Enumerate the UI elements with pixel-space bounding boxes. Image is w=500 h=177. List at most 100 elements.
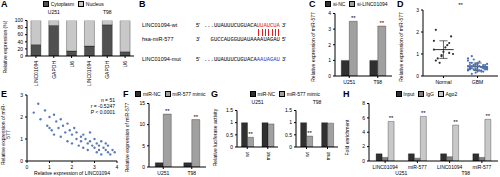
- svg-text:U6: U6: [122, 61, 128, 68]
- html-text:T98: T98: [102, 8, 112, 15]
- html-text:H: H: [343, 89, 350, 99]
- svg-text:**: **: [421, 110, 426, 116]
- svg-text:0.5: 0.5: [226, 132, 233, 138]
- svg-text:60: 60: [17, 31, 23, 37]
- svg-text:0: 0: [20, 53, 23, 59]
- html-text:n = 51: n = 51: [101, 97, 115, 103]
- svg-text:80: 80: [17, 24, 23, 30]
- svg-text:2: 2: [71, 164, 74, 170]
- html-text:E: E: [1, 89, 7, 99]
- svg-text:GAPDH: GAPDH: [51, 61, 57, 79]
- svg-text:1: 1: [48, 164, 51, 170]
- svg-text:1: 1: [416, 51, 419, 57]
- html-text:Relative expression of LINC010: Relative expression of LINC01094: [34, 170, 110, 176]
- svg-text:6: 6: [362, 115, 365, 121]
- html-text:U251: U251: [251, 98, 264, 105]
- svg-text:0: 0: [26, 164, 29, 170]
- html-text:LINC01094-mut: LINC01094-mut: [142, 56, 181, 62]
- svg-text:**: **: [248, 131, 253, 137]
- svg-text:15: 15: [139, 100, 145, 106]
- svg-text:5: 5: [142, 143, 145, 149]
- html-text:P < 0.0001: P < 0.0001: [90, 109, 115, 115]
- svg-text:wt: wt: [244, 151, 250, 157]
- svg-text:3: 3: [328, 26, 331, 32]
- svg-text:2: 2: [416, 29, 419, 35]
- svg-text:miR-577: miR-577: [472, 164, 491, 170]
- html-text:si-NC: si-NC: [333, 1, 346, 7]
- svg-text:40: 40: [17, 39, 23, 45]
- svg-text:U251: U251: [343, 79, 355, 85]
- svg-text:1.5: 1.5: [285, 107, 292, 113]
- html-text:C: C: [309, 0, 316, 9]
- svg-text:3: 3: [20, 92, 23, 98]
- svg-text:Normal: Normal: [435, 79, 451, 85]
- svg-text:LINC01094: LINC01094: [372, 164, 398, 170]
- svg-text:1: 1: [20, 136, 23, 142]
- svg-text:10: 10: [139, 121, 145, 127]
- svg-text:4: 4: [328, 10, 331, 16]
- svg-text:**: **: [379, 20, 384, 26]
- svg-text:**: **: [351, 15, 356, 21]
- html-text:D: D: [397, 0, 404, 9]
- html-text:Cytoplasm: Cytoplasm: [50, 1, 75, 7]
- html-text:si-LINC01094: si-LINC01094: [357, 1, 388, 7]
- html-text:...UUAUUUCUGUACA UUAUCUA 3': ...UUAUUUCUGUACA UUAUCUA 3': [204, 22, 286, 29]
- svg-text:0: 0: [230, 144, 233, 150]
- svg-text:**: **: [307, 130, 312, 136]
- html-text:T98: T98: [312, 98, 322, 105]
- html-text:Relative expression of miR-577: Relative expression of miR-577: [0, 103, 11, 166]
- svg-text:GAPDH: GAPDH: [104, 61, 110, 79]
- svg-text:1: 1: [230, 119, 233, 125]
- html-text:G: G: [211, 89, 218, 99]
- svg-text:0: 0: [416, 73, 419, 79]
- svg-text:miR-577: miR-577: [408, 164, 427, 170]
- svg-text:**: **: [193, 114, 198, 120]
- html-text:Relative expression (%): Relative expression (%): [2, 20, 8, 74]
- svg-text:1: 1: [289, 119, 292, 125]
- svg-text:0: 0: [142, 164, 145, 170]
- svg-text:**: **: [389, 115, 394, 121]
- html-text:LINC01094-wt: LINC01094-wt: [142, 22, 178, 28]
- svg-text:**: **: [453, 119, 458, 125]
- svg-text:mut: mut: [325, 151, 331, 160]
- svg-text:20: 20: [17, 46, 23, 52]
- svg-text:LINC01094: LINC01094: [33, 61, 39, 86]
- svg-text:mut: mut: [265, 151, 271, 160]
- svg-text:100: 100: [15, 17, 24, 23]
- svg-text:2: 2: [20, 114, 23, 120]
- svg-text:GBM: GBM: [472, 79, 483, 85]
- svg-text:8: 8: [362, 100, 365, 106]
- html-text:Relative expression of miR-577: Relative expression of miR-577: [398, 12, 404, 82]
- svg-text:LINC01094: LINC01094: [86, 61, 92, 86]
- html-text:Relative expression of miR-577: Relative expression of miR-577: [310, 12, 316, 82]
- svg-text:T98: T98: [373, 79, 382, 85]
- svg-text:U6: U6: [69, 61, 75, 68]
- svg-text:0: 0: [362, 158, 365, 164]
- html-text:hsa-miR-577: hsa-miR-577: [142, 36, 174, 42]
- html-text:GUCCAUGGUUAUAAAAUAGAU 5': GUCCAUGGUUAUAAAAUAGAU 5': [210, 36, 286, 43]
- svg-text:0: 0: [328, 73, 331, 79]
- svg-text:1: 1: [328, 57, 331, 63]
- html-text:A: A: [1, 0, 8, 9]
- svg-text:2: 2: [328, 42, 331, 48]
- svg-text:U251: U251: [157, 170, 169, 176]
- svg-text:**: **: [165, 108, 170, 114]
- svg-text:1.5: 1.5: [226, 107, 233, 113]
- svg-text:4: 4: [362, 129, 365, 135]
- html-text:Nucleus: Nucleus: [85, 1, 104, 7]
- svg-text:2: 2: [362, 143, 365, 149]
- html-text:...UUAUUUCUGUACA AAUAGAU 3': ...UUAUUUCUGUACA AAUAGAU 3': [204, 56, 286, 63]
- svg-text:T98: T98: [187, 170, 196, 176]
- html-text:U251: U251: [47, 8, 60, 15]
- svg-text:0: 0: [289, 144, 292, 150]
- svg-text:0.5: 0.5: [285, 132, 292, 138]
- svg-text:wt: wt: [304, 151, 310, 157]
- svg-text:3: 3: [93, 164, 96, 170]
- html-text:r = -0.5247: r = -0.5247: [90, 103, 115, 109]
- svg-text:3: 3: [416, 7, 419, 13]
- svg-text:**: **: [486, 113, 491, 119]
- svg-text:4: 4: [116, 164, 119, 170]
- svg-text:LINC01094: LINC01094: [437, 164, 463, 170]
- html-text:B: B: [139, 0, 146, 9]
- svg-text:0: 0: [20, 158, 23, 164]
